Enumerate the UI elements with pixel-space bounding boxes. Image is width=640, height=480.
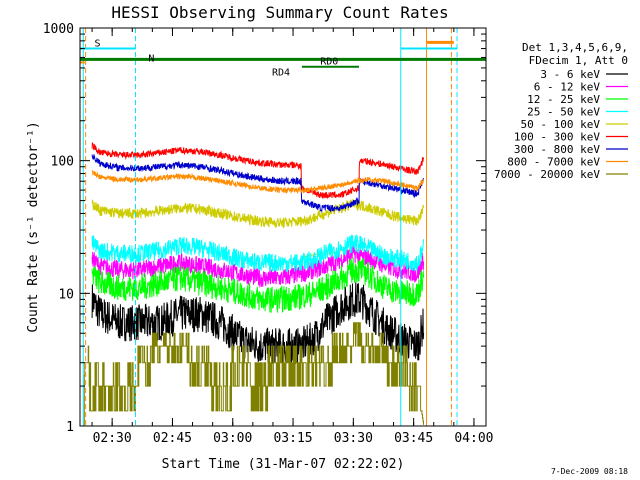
axes: 02:30 02:45 03:00 03:15 03:30 03:45 04:00 1 10 10… [43, 22, 494, 446]
legend-label-1: 6 - 12 keV [534, 81, 601, 94]
flag-label-n: N [148, 53, 154, 64]
legend-label-5: 100 - 300 keV [514, 131, 600, 144]
plot-area: S N RD0 RD4 [80, 28, 486, 426]
x-axis-label: Start Time (31-Mar-07 02:22:02) [162, 457, 405, 472]
x-tick-label-3: 03:15 [273, 431, 312, 446]
legend-label-8: 7000 - 20000 keV [494, 168, 600, 181]
legend-label-4: 50 - 100 keV [521, 118, 601, 131]
series-line-1 [91, 244, 425, 288]
flag-label-rd0: RD0 [320, 56, 338, 67]
legend-label-0: 3 - 6 keV [540, 68, 600, 81]
legend-label-6: 300 - 800 keV [514, 143, 600, 156]
x-tick-label-6: 04:00 [454, 431, 493, 446]
series-line-5 [91, 142, 425, 200]
flag-label-rd4: RD4 [272, 68, 290, 79]
series-line-8 [80, 322, 424, 426]
legend-label-2: 12 - 25 keV [527, 93, 600, 106]
series-line-2 [91, 257, 425, 313]
legend-header-line-2: FDecim 1, Att 0 [529, 54, 628, 67]
y-tick-label-1: 10 [58, 287, 74, 302]
chart-title: HESSI Observing Summary Count Rates [111, 3, 448, 22]
x-tick-label-1: 02:45 [153, 431, 192, 446]
series-line-4 [91, 198, 425, 229]
series-line-7 [91, 170, 425, 195]
x-tick-label-5: 03:45 [394, 431, 433, 446]
plot-frame [79, 27, 487, 427]
flag-label-s: S [94, 38, 100, 49]
footer-date: 7-Dec-2009 08:18 [551, 467, 628, 476]
series-line-3 [91, 234, 425, 273]
legend-header-line-1: Det 1,3,4,5,6,9, [522, 41, 628, 54]
x-tick-label-0: 02:30 [93, 431, 132, 446]
y-tick-label-3: 1000 [43, 22, 74, 37]
series-line-6 [91, 154, 425, 213]
legend: Det 1,3,4,5,6,9, FDecim 1, Att 0 3 - 6 k… [494, 41, 628, 181]
y-axis-label: Count Rate (s⁻¹ detector⁻¹) [26, 121, 41, 332]
legend-label-3: 25 - 50 keV [527, 106, 600, 119]
y-tick-label-2: 100 [51, 155, 74, 170]
x-tick-label-2: 03:00 [213, 431, 252, 446]
series-line-0 [91, 281, 425, 365]
y-tick-label-0: 1 [66, 420, 74, 435]
x-tick-label-4: 03:30 [334, 431, 373, 446]
legend-label-7: 800 - 7000 keV [507, 156, 600, 169]
